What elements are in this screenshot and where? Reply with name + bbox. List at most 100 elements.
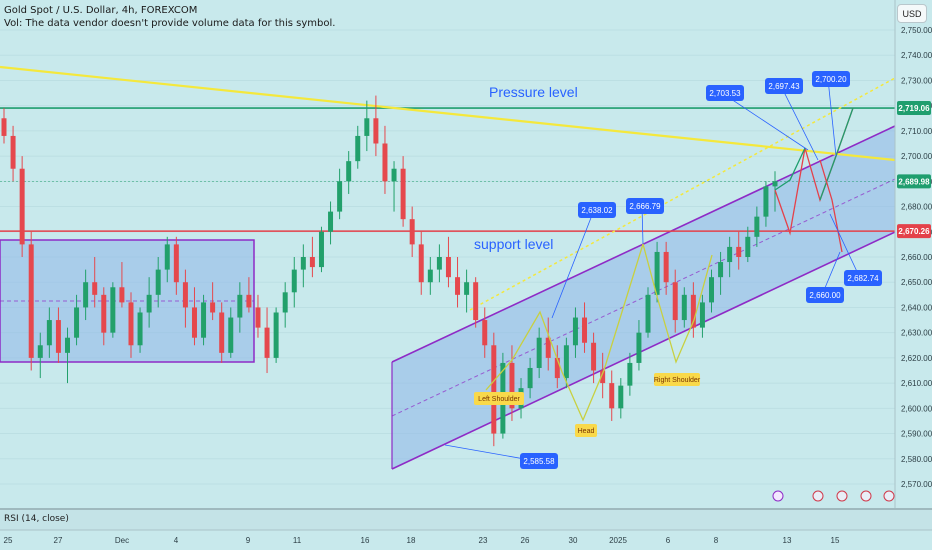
candle-body	[681, 294, 687, 321]
candle-body	[19, 168, 25, 245]
candle-body	[101, 294, 107, 333]
x-axis-bg	[0, 530, 932, 550]
candle-body	[536, 337, 542, 368]
candle-body	[309, 257, 315, 268]
candle-body	[173, 244, 179, 283]
pane-separator[interactable]	[0, 508, 932, 510]
candle-body	[10, 135, 16, 169]
event-icon	[812, 490, 824, 502]
candle-body	[64, 337, 70, 353]
candle-body	[482, 320, 488, 346]
candle-body	[736, 246, 742, 257]
price-tag-bg	[897, 174, 931, 189]
candle-body	[191, 307, 197, 338]
candle-body	[772, 181, 778, 187]
candle-body	[527, 367, 533, 389]
y-axis-bg	[895, 0, 932, 530]
candle-body	[83, 282, 89, 308]
candle-body	[627, 362, 633, 386]
candle-body	[672, 282, 678, 321]
y-tick-label: 2,650.00	[901, 278, 932, 287]
candle-body	[46, 320, 52, 346]
x-tick-label: 13	[783, 536, 792, 545]
candle-body	[609, 383, 615, 409]
chart-annotations: Pressure level support level 2,703.53 2,697…	[444, 71, 895, 502]
callout-label: 2,697.43	[768, 82, 800, 91]
callout-leader	[829, 213, 861, 279]
callout-leader	[780, 85, 819, 161]
x-tick-label: 9	[246, 536, 251, 545]
x-tick-label: 2025	[609, 536, 627, 545]
ascending-channel	[392, 126, 895, 469]
candle-body	[373, 118, 379, 144]
candle-body	[754, 216, 760, 237]
candle-body	[663, 251, 669, 283]
y-tick-label: 2,590.00	[901, 430, 932, 439]
candle-body	[445, 257, 451, 278]
callout-leader	[721, 92, 809, 151]
candle-body	[237, 294, 243, 318]
candle-body	[110, 287, 116, 333]
candle-body	[718, 262, 724, 278]
callout-label: 2,660.00	[809, 291, 841, 300]
volume-notice: Vol: The data vendor doesn't provide vol…	[4, 18, 336, 29]
drawn-lines	[0, 65, 896, 311]
x-tick-label: 30	[569, 536, 578, 545]
y-tick-label: 2,750.00	[901, 26, 932, 35]
pattern-label: Head	[578, 428, 595, 435]
candle-body	[228, 317, 234, 353]
candle-body	[264, 327, 270, 358]
candle-body	[255, 307, 261, 328]
x-axis: 25 27 Dec 4 9 11 16 18 23 26 30 2025 6 8 13 15	[0, 508, 932, 550]
candle-body	[146, 294, 152, 313]
symbol-title[interactable]: Gold Spot / U.S. Dollar, 4h, FOREXCOM	[4, 5, 198, 16]
y-tick-label: 2,660.00	[901, 253, 932, 262]
callout-label: 2,585.58	[523, 457, 555, 466]
candle-body	[155, 269, 161, 295]
y-tick-label: 2,610.00	[901, 379, 932, 388]
currency-button[interactable]: USD	[897, 4, 927, 23]
candle-body	[545, 337, 551, 358]
chart-header: Gold Spot / U.S. Dollar, 4h, FOREXCOM Vo…	[4, 4, 335, 30]
callout-box	[844, 270, 882, 286]
candle-body	[699, 302, 705, 328]
callout-leader	[827, 78, 837, 157]
price-tag-label: 2,689.98	[898, 177, 930, 186]
x-tick-label: Dec	[115, 536, 129, 545]
callout-label: 2,666.79	[629, 202, 661, 211]
event-icon	[860, 490, 872, 502]
price-tag-bg	[897, 224, 931, 239]
candle-body	[346, 161, 352, 182]
candle-body	[509, 362, 515, 409]
rsi-pane	[0, 508, 932, 530]
rsi-indicator-label[interactable]: RSI (14, close)	[4, 514, 69, 524]
event-icon	[883, 490, 895, 502]
candle-body	[74, 307, 80, 338]
channel-midline	[391, 178, 896, 417]
candle-body	[164, 244, 170, 270]
event-icon	[772, 490, 784, 502]
x-tick-label: 27	[54, 536, 63, 545]
candle-body	[328, 211, 334, 232]
x-tick-label: 26	[521, 536, 530, 545]
candle-body	[618, 385, 624, 409]
candle-body	[391, 168, 397, 182]
candle-body	[654, 251, 660, 295]
price-tag-label: 2,670.26	[898, 227, 930, 236]
candle-body	[436, 257, 442, 270]
candle-body	[572, 317, 578, 346]
candle-body	[364, 118, 370, 136]
pattern-label-bg	[654, 373, 700, 386]
x-tick-label: 4	[174, 536, 179, 545]
candle-body	[400, 168, 406, 220]
callout-label: 2,638.02	[581, 206, 613, 215]
pattern-label-bg	[474, 392, 524, 405]
y-tick-label: 2,700.00	[901, 152, 932, 161]
y-tick-label: 2,570.00	[901, 480, 932, 489]
callout-box	[626, 198, 664, 214]
y-tick-label: 2,730.00	[901, 76, 932, 85]
candle-body	[291, 269, 297, 293]
x-tick-label: 8	[714, 536, 719, 545]
callout-box	[706, 85, 744, 101]
